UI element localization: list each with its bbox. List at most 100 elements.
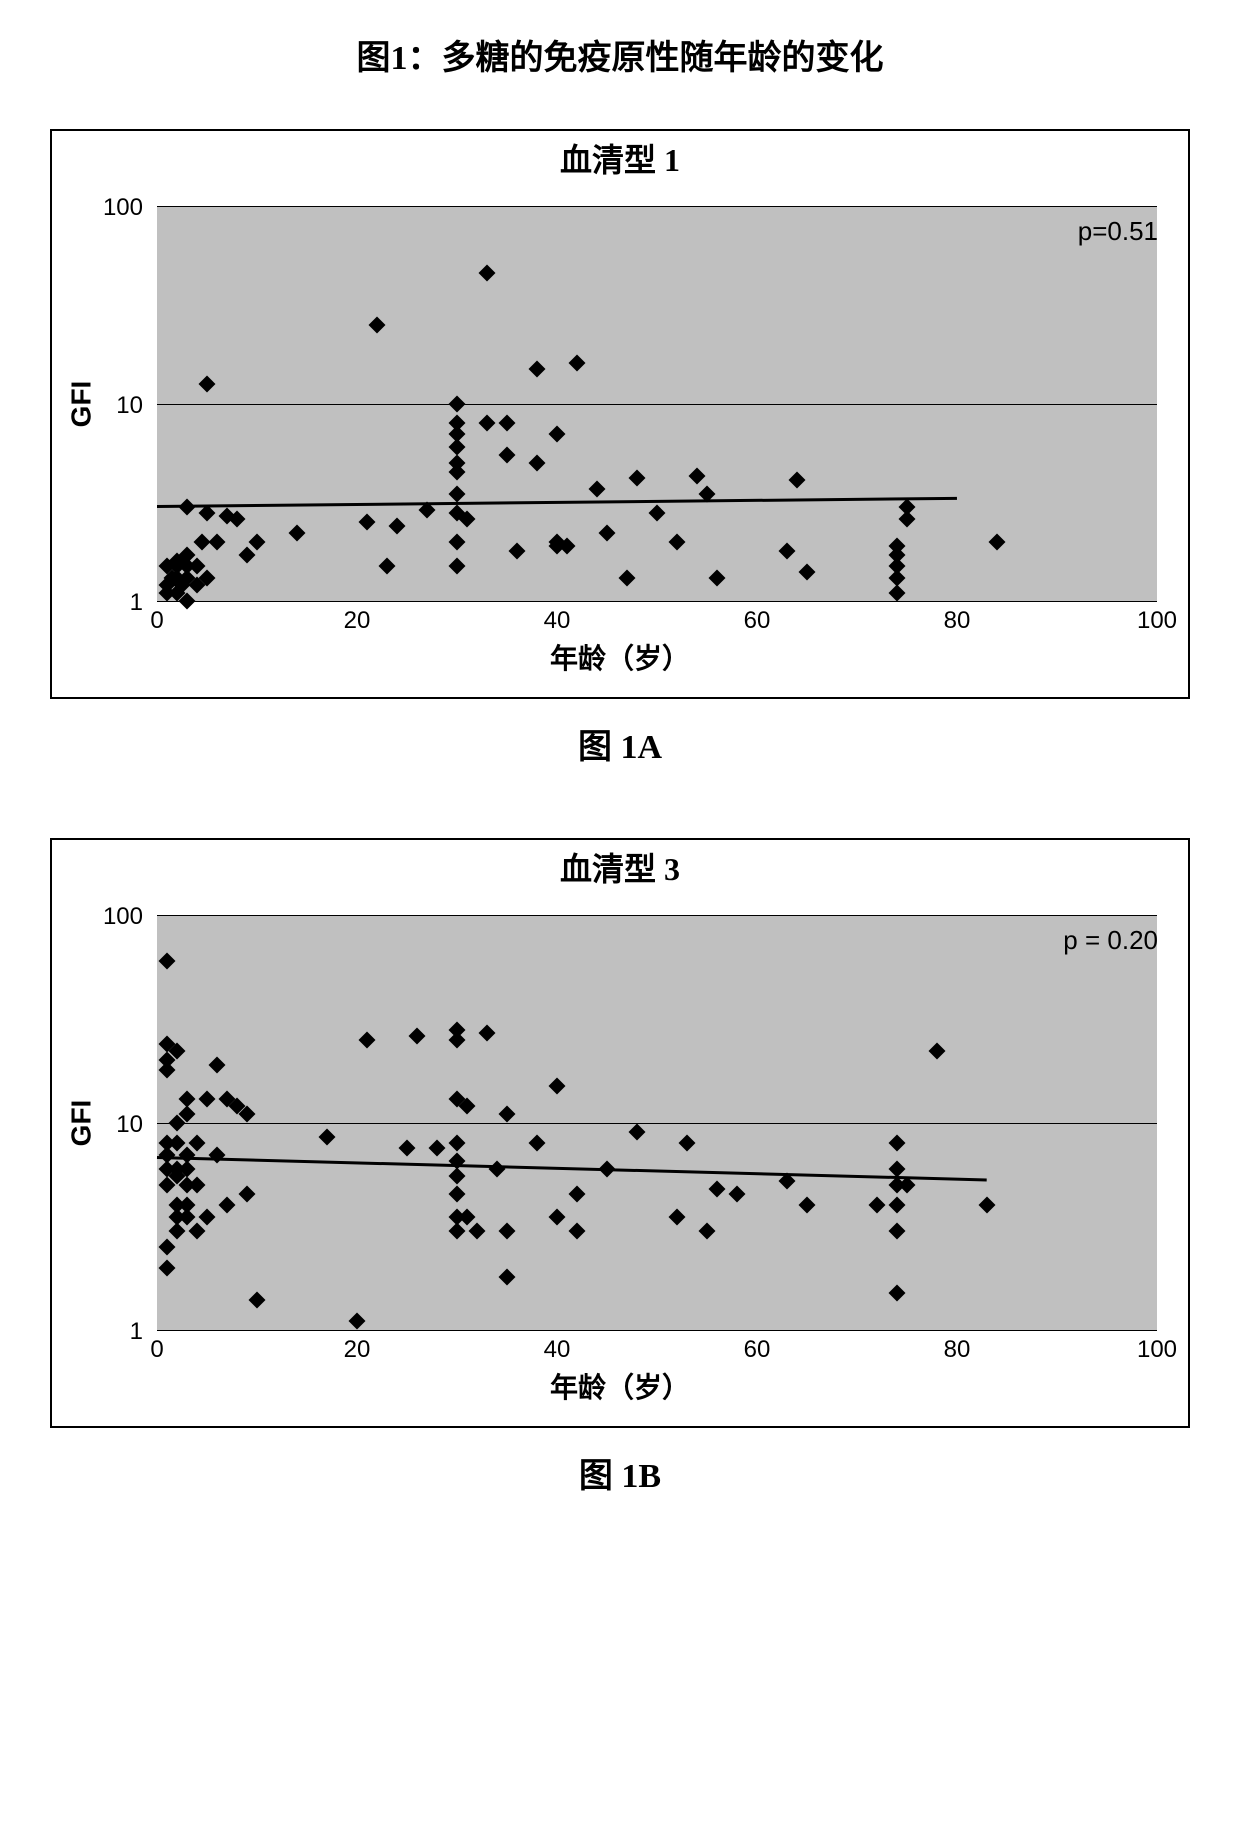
- data-point: [199, 1090, 216, 1107]
- xtick-label: 40: [544, 1336, 571, 1364]
- data-point: [239, 547, 256, 564]
- data-point: [499, 1269, 516, 1286]
- data-point: [189, 1222, 206, 1239]
- data-point: [189, 1134, 206, 1151]
- data-point: [629, 469, 646, 486]
- data-point: [569, 1186, 586, 1203]
- chart-frame: 1 10 100 0 20 40 60 80 100 血清型 3 p = 0.20 GFI 年龄（岁）: [50, 838, 1190, 1428]
- data-point: [799, 1197, 816, 1214]
- data-point: [889, 1134, 906, 1151]
- chart-title: 血清型 1: [52, 135, 1188, 181]
- data-point: [889, 1160, 906, 1177]
- data-point: [159, 953, 176, 970]
- yaxis-label: GFI: [65, 1099, 97, 1146]
- ytick-label: 100: [103, 903, 143, 931]
- data-point: [159, 1239, 176, 1256]
- data-point: [789, 471, 806, 488]
- data-point: [779, 542, 796, 559]
- data-point: [359, 514, 376, 531]
- ytick-label: 10: [116, 1111, 143, 1139]
- data-point: [469, 1222, 486, 1239]
- xtick-label: 20: [344, 607, 371, 635]
- data-point: [529, 454, 546, 471]
- p-value-annotation: p = 0.20: [1063, 925, 1158, 956]
- data-point: [529, 1134, 546, 1151]
- data-point: [249, 533, 266, 550]
- data-point: [589, 480, 606, 497]
- charts-container: 1 10 100 0 20 40 60 80 100 血清型 1 p=0.51 GFI 年龄（岁） 图 1…: [30, 129, 1210, 1497]
- data-point: [489, 1160, 506, 1177]
- main-title: 图1：多糖的免疫原性随年龄的变化: [30, 30, 1210, 79]
- data-point: [729, 1186, 746, 1203]
- data-point: [979, 1197, 996, 1214]
- xaxis-label: 年龄（岁）: [52, 1366, 1188, 1406]
- data-point: [479, 414, 496, 431]
- data-point: [619, 570, 636, 587]
- data-point: [689, 467, 706, 484]
- data-point: [199, 1209, 216, 1226]
- data-point: [569, 355, 586, 372]
- xtick-label: 20: [344, 1336, 371, 1364]
- plot-area: [157, 206, 1157, 601]
- ytick-label: 100: [103, 194, 143, 222]
- gridline: [157, 1330, 1157, 1331]
- chart-title: 血清型 3: [52, 844, 1188, 890]
- data-point: [529, 360, 546, 377]
- data-point: [449, 485, 466, 502]
- data-point: [369, 316, 386, 333]
- data-point: [169, 1134, 186, 1151]
- data-point: [429, 1140, 446, 1157]
- data-point: [549, 426, 566, 443]
- data-point: [499, 1105, 516, 1122]
- data-point: [219, 1197, 236, 1214]
- data-point: [889, 1222, 906, 1239]
- data-point: [629, 1123, 646, 1140]
- data-point: [389, 517, 406, 534]
- data-point: [929, 1043, 946, 1060]
- data-point: [549, 1209, 566, 1226]
- data-point: [159, 1259, 176, 1276]
- data-point: [189, 1176, 206, 1193]
- data-point: [479, 1024, 496, 1041]
- subcaption: 图 1B: [30, 1448, 1210, 1497]
- data-point: [449, 414, 466, 431]
- trend-line: [157, 1156, 987, 1181]
- data-point: [449, 395, 466, 412]
- xtick-label: 60: [744, 607, 771, 635]
- xtick-label: 60: [744, 1336, 771, 1364]
- xtick-label: 80: [944, 1336, 971, 1364]
- data-point: [549, 1077, 566, 1094]
- xaxis-label: 年龄（岁）: [52, 637, 1188, 677]
- chart-block-chart1: 110100020406080100血清型 1p=0.51GFI年龄（岁）: [50, 129, 1190, 699]
- data-point: [869, 1197, 886, 1214]
- data-point: [649, 504, 666, 521]
- xtick-label: 100: [1137, 1336, 1177, 1364]
- data-point: [239, 1186, 256, 1203]
- xtick-label: 100: [1137, 607, 1177, 635]
- data-point: [379, 558, 396, 575]
- data-point: [669, 1209, 686, 1226]
- data-point: [409, 1028, 426, 1045]
- data-point: [449, 1186, 466, 1203]
- gridline: [157, 915, 1157, 916]
- data-point: [249, 1291, 266, 1308]
- subcaption: 图 1A: [30, 719, 1210, 768]
- ytick-label: 1: [130, 1318, 143, 1346]
- data-point: [889, 1197, 906, 1214]
- data-point: [709, 1180, 726, 1197]
- data-point: [449, 1134, 466, 1151]
- gridline: [157, 1123, 1157, 1124]
- xtick-label: 0: [150, 1336, 163, 1364]
- trend-line: [157, 497, 957, 508]
- xtick-label: 0: [150, 607, 163, 635]
- chart-block-chart2: 1 10 100 0 20 40 60 80 100 血清型 3 p = 0.20 GFI 年龄（岁）: [50, 838, 1190, 1428]
- p-value-annotation: p=0.51: [1078, 216, 1158, 247]
- data-point: [889, 1285, 906, 1302]
- data-point: [449, 1168, 466, 1185]
- data-point: [599, 525, 616, 542]
- data-point: [199, 376, 216, 393]
- data-point: [289, 525, 306, 542]
- data-point: [569, 1222, 586, 1239]
- data-point: [179, 1197, 196, 1214]
- data-point: [449, 558, 466, 575]
